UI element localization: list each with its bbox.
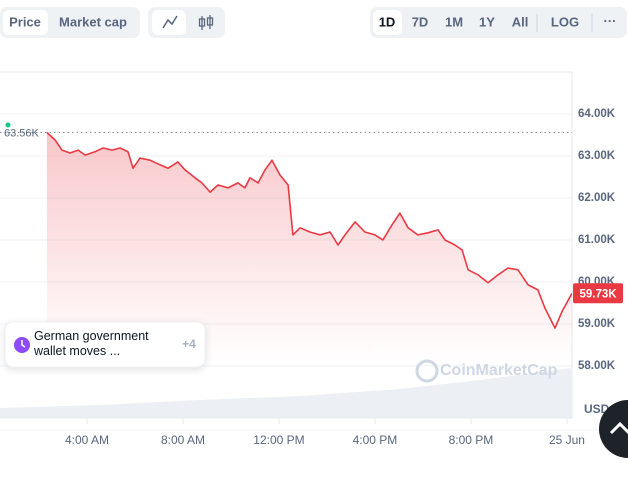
watermark: CoinMarketCap (440, 362, 558, 379)
scroll-top-icon (609, 421, 628, 435)
range-button[interactable]: All (512, 14, 529, 29)
more-button[interactable]: ··· (604, 13, 617, 28)
tab-selected[interactable] (3, 10, 48, 35)
y-tick-label: 58.00K (578, 360, 616, 372)
range-button[interactable]: 1M (445, 14, 463, 29)
range-button[interactable]: LOG (551, 14, 579, 29)
news-text: German government wallet moves ... (34, 329, 149, 358)
y-tick-label: 62.00K (578, 192, 616, 204)
current-price-badge (573, 283, 623, 304)
marker-dot (5, 122, 11, 128)
open-price-label: 63.56K (4, 127, 40, 139)
range-button[interactable]: 1D (379, 14, 396, 29)
y-tick-label: 64.00K (578, 108, 616, 120)
news-count[interactable]: +4 (182, 337, 196, 351)
tab-price[interactable]: Price (9, 14, 41, 29)
y-tick-label: 59.00K (578, 318, 616, 330)
y-tick-label: 63.00K (578, 150, 616, 162)
news-text-box: German government wallet moves ... (34, 329, 149, 358)
candle-icon[interactable] (198, 15, 214, 30)
watermark-logo (415, 359, 439, 383)
x-tick-label: 25 Jun (549, 433, 585, 447)
y-tick-label: 61.00K (578, 234, 616, 246)
range-group (370, 7, 627, 38)
x-tick-label: 12:00 PM (253, 433, 304, 447)
range-button[interactable]: 7D (412, 14, 429, 29)
range-button[interactable]: 1Y (479, 14, 495, 29)
tab-market-cap[interactable]: Market cap (59, 14, 127, 29)
currency-label: USD (584, 402, 610, 416)
price-area (46, 132, 572, 363)
price-line (46, 131, 572, 329)
x-tick-label: 8:00 AM (161, 433, 205, 447)
news-card[interactable] (4, 321, 206, 368)
range-selected[interactable] (373, 10, 402, 35)
line-button[interactable] (152, 10, 186, 35)
current-price-label: 59.73K (579, 288, 617, 300)
line-icon (162, 15, 178, 29)
x-tick-label: 8:00 PM (449, 433, 494, 447)
x-tick-label: 4:00 PM (353, 433, 398, 447)
news-icon-glyph (21, 340, 26, 348)
x-tick-label: 4:00 AM (65, 433, 109, 447)
volume-area (0, 368, 572, 418)
